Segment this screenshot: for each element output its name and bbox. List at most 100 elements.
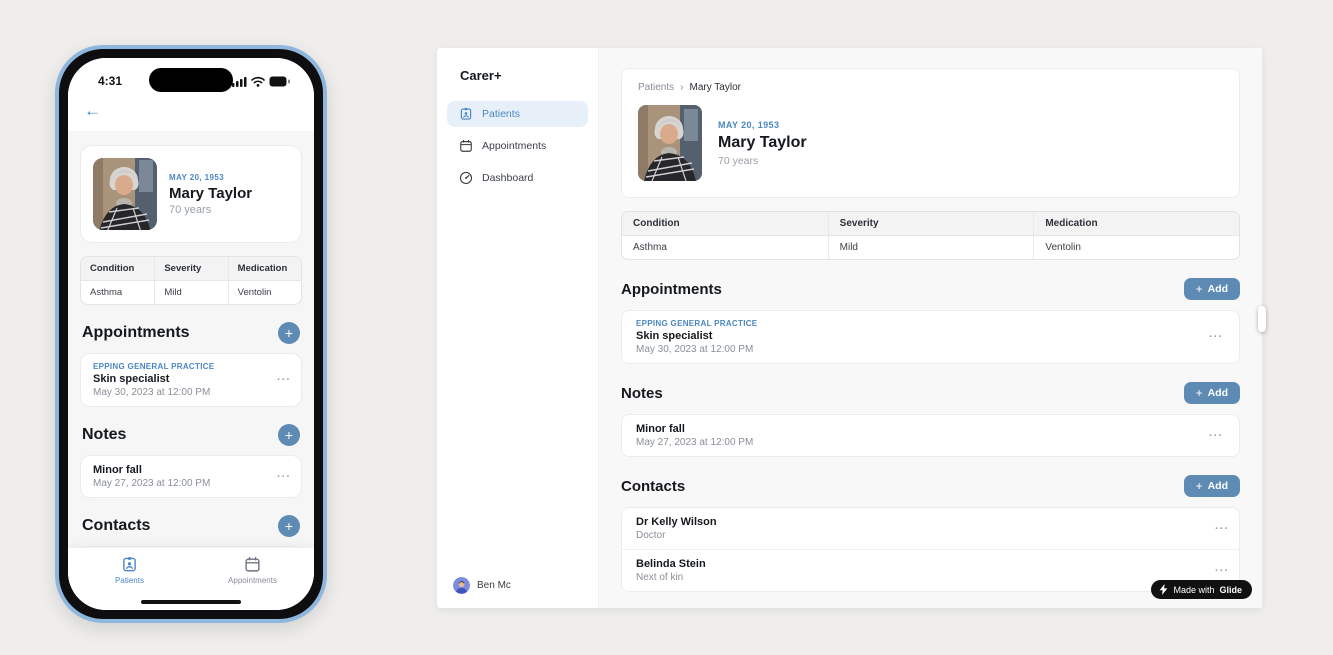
more-options-icon[interactable]: ··· <box>1215 564 1229 577</box>
lightning-bolt-icon <box>1160 584 1168 595</box>
table-header-row: Condition Severity Medication <box>81 257 301 281</box>
contacts-list-card: Dr Kelly Wilson Doctor ··· Belinda Stein… <box>621 507 1240 592</box>
phone-frame: 4:31 <box>55 45 327 623</box>
app-title: Carer+ <box>460 68 502 83</box>
patient-dob: MAY 20, 1953 <box>718 119 780 130</box>
table-header-row: Condition Severity Medication <box>622 212 1239 236</box>
note-card[interactable]: Minor fall May 27, 2023 at 12:00 PM ··· <box>80 455 302 498</box>
contacts-section-title: Contacts <box>621 477 686 495</box>
appointment-title: Skin specialist <box>636 330 713 342</box>
breadcrumb-separator-icon: › <box>680 82 684 93</box>
col-header-severity: Severity <box>154 257 227 280</box>
sidebar-item-label: Patients <box>482 108 520 120</box>
add-contact-button[interactable]: + <box>278 515 300 537</box>
sidebar-item-patients[interactable]: Patients <box>447 101 588 127</box>
appointments-calendar-icon <box>460 139 472 152</box>
add-note-button[interactable]: + <box>278 424 300 446</box>
col-header-medication: Medication <box>227 257 301 280</box>
note-title: Minor fall <box>636 423 685 435</box>
notes-section-title: Notes <box>82 426 127 443</box>
sidebar: Carer+ Patients Appointments <box>437 48 599 608</box>
tab-patients-label: Patients <box>115 576 144 585</box>
cell-medication: Ventolin <box>1033 236 1239 259</box>
plus-icon: + <box>284 324 294 341</box>
col-header-medication: Medication <box>1033 212 1239 235</box>
made-with-glide-badge[interactable]: Made with Glide <box>1151 580 1252 599</box>
user-avatar <box>453 577 470 594</box>
table-row: Asthma Mild Ventolin <box>622 236 1239 259</box>
add-note-button[interactable]: + Add <box>1183 382 1240 404</box>
sidebar-item-label: Appointments <box>482 140 547 152</box>
patient-header-card: Patients › Mary Taylor MAY 20, 1953 Mary… <box>621 68 1240 198</box>
appointments-section-title: Appointments <box>82 324 190 341</box>
plus-icon: + <box>284 426 294 443</box>
more-options-icon[interactable]: ··· <box>277 470 291 483</box>
phone-tab-bar: Patients Appointments <box>68 548 314 610</box>
note-card[interactable]: Minor fall May 27, 2023 at 12:00 PM ··· <box>621 414 1240 457</box>
patients-contact-card-icon <box>460 107 472 120</box>
col-header-severity: Severity <box>827 212 1034 235</box>
patient-dob: MAY 20, 1953 <box>169 172 225 182</box>
tab-appointments[interactable]: Appointments <box>208 556 298 585</box>
sidebar-item-dashboard[interactable]: Dashboard <box>447 165 588 191</box>
contact-row[interactable]: Dr Kelly Wilson Doctor ··· <box>622 508 1239 549</box>
user-profile[interactable]: Ben Mc <box>453 577 511 594</box>
phone-nav-header: ← <box>68 94 314 131</box>
notes-section-title: Notes <box>621 384 663 402</box>
dashboard-gauge-icon <box>459 171 473 185</box>
patient-photo <box>93 158 157 230</box>
tab-patients[interactable]: Patients <box>85 556 175 585</box>
wifi-icon <box>251 76 265 87</box>
cell-severity: Mild <box>154 281 227 304</box>
col-header-condition: Condition <box>633 218 680 229</box>
sidebar-item-appointments[interactable]: Appointments <box>447 133 588 159</box>
sidebar-item-label: Dashboard <box>482 172 534 184</box>
conditions-table: Condition Severity Medication Asthma Mil… <box>621 211 1240 260</box>
note-title: Minor fall <box>93 464 142 476</box>
patient-age: 70 years <box>718 154 759 167</box>
contact-row[interactable]: Belinda Stein Next of kin ··· <box>622 549 1239 591</box>
phone-screen: 4:31 <box>68 58 314 610</box>
plus-icon: + <box>1195 282 1203 296</box>
badge-brand: Glide <box>1219 584 1242 595</box>
back-button[interactable]: ← <box>84 102 101 119</box>
breadcrumb-patients-link[interactable]: Patients <box>638 82 675 93</box>
battery-icon <box>269 76 290 86</box>
home-indicator <box>141 600 241 604</box>
cell-condition: Asthma <box>90 287 123 298</box>
plus-icon: + <box>1195 479 1203 493</box>
contact-role: Next of kin <box>636 572 684 583</box>
add-appointment-button[interactable]: + <box>278 322 300 344</box>
more-options-icon[interactable]: ··· <box>277 374 291 386</box>
table-row: Asthma Mild Ventolin <box>81 281 301 304</box>
add-appointment-button[interactable]: + Add <box>1183 278 1240 300</box>
more-options-icon[interactable]: ··· <box>1209 429 1223 442</box>
appointment-card[interactable]: EPPING GENERAL PRACTICE Skin specialist … <box>80 353 302 407</box>
resize-drag-handle[interactable] <box>1258 306 1266 332</box>
note-datetime: May 27, 2023 at 12:00 PM <box>636 437 754 448</box>
appointment-location: EPPING GENERAL PRACTICE <box>636 319 758 328</box>
more-options-icon[interactable]: ··· <box>1215 522 1229 535</box>
contact-role: Doctor <box>636 530 666 541</box>
tab-appointments-label: Appointments <box>228 576 277 585</box>
phone-content: MAY 20, 1953 Mary Taylor 70 years Condit… <box>68 131 314 610</box>
appointment-card[interactable]: EPPING GENERAL PRACTICE Skin specialist … <box>621 310 1240 364</box>
add-contact-button[interactable]: + Add <box>1183 475 1240 497</box>
main-content: Patients › Mary Taylor MAY 20, 1953 Mary… <box>599 48 1262 608</box>
plus-icon: + <box>284 517 294 534</box>
cell-condition: Asthma <box>633 242 667 253</box>
patients-contact-card-icon <box>123 557 136 572</box>
more-options-icon[interactable]: ··· <box>1209 331 1223 343</box>
breadcrumb-current: Mary Taylor <box>689 82 741 93</box>
appointment-title: Skin specialist <box>93 373 170 385</box>
phone-status-bar: 4:31 <box>68 58 314 94</box>
cell-severity: Mild <box>827 236 1034 259</box>
conditions-table: Condition Severity Medication Asthma Mil… <box>80 256 302 305</box>
cell-medication: Ventolin <box>227 281 301 304</box>
patient-name: Mary Taylor <box>169 184 253 202</box>
appointments-section-title: Appointments <box>621 280 722 298</box>
breadcrumb: Patients › Mary Taylor <box>638 82 1223 93</box>
patient-photo <box>638 105 702 181</box>
signal-icon <box>232 76 247 87</box>
appointment-datetime: May 30, 2023 at 12:00 PM <box>636 344 754 355</box>
